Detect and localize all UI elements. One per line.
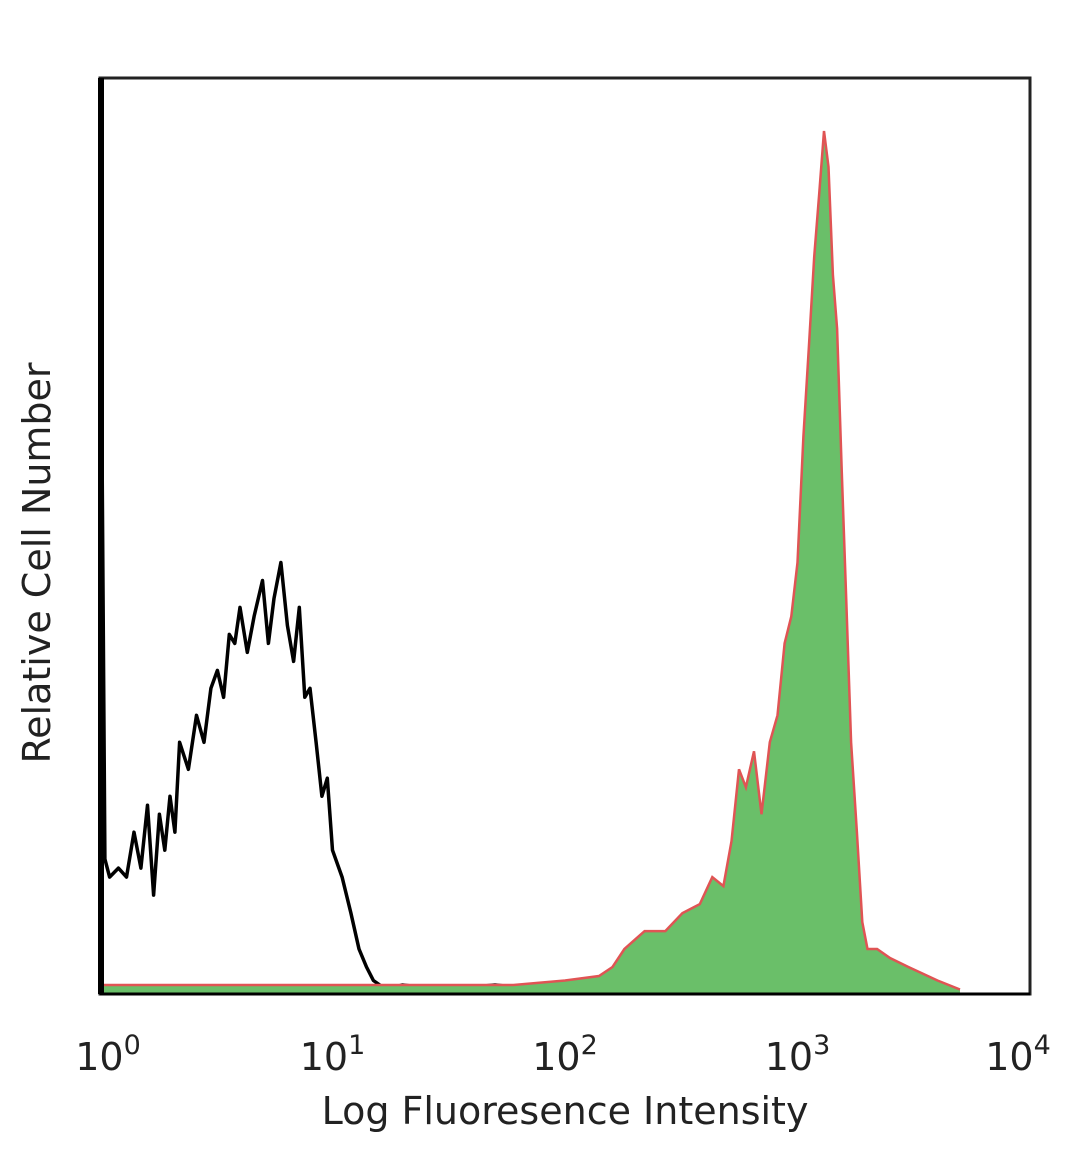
plot-frame xyxy=(98,76,1032,996)
x-tick-label: 104 xyxy=(985,1030,1051,1079)
filled-histogram-edge xyxy=(100,130,961,991)
x-axis-title: Log Fluoresence Intensity xyxy=(322,1089,809,1133)
x-tick-label: 100 xyxy=(75,1030,141,1079)
filled-histogram-area xyxy=(100,131,960,994)
x-tick-labels: 100 101 102 103 104 xyxy=(75,1030,1051,1079)
x-tick-label: 101 xyxy=(300,1030,366,1079)
x-tick-label: 102 xyxy=(532,1030,598,1079)
x-tick-label: 103 xyxy=(765,1030,831,1079)
series-layer xyxy=(98,130,961,994)
outline-histogram-line xyxy=(98,157,584,992)
y-axis-title: Relative Cell Number xyxy=(15,362,59,763)
